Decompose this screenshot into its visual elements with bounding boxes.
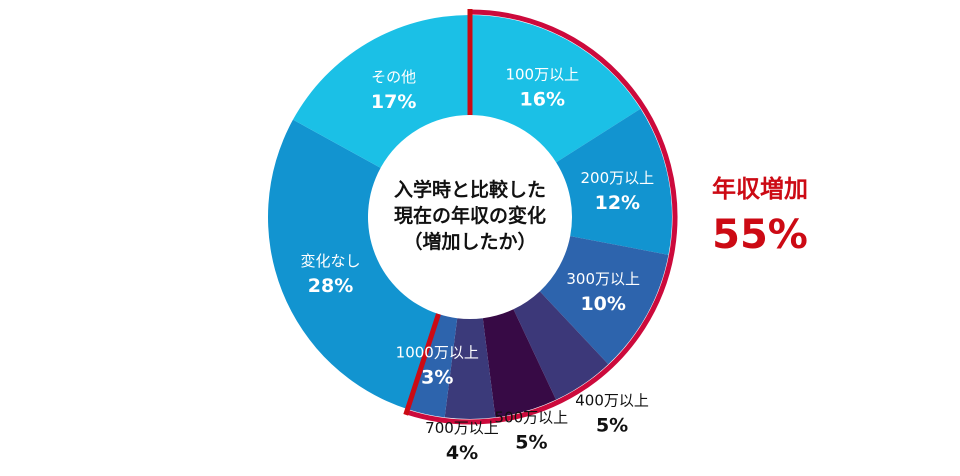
slice-2: [539, 236, 669, 365]
slice-value: 28%: [308, 275, 353, 297]
slice-value: 16%: [520, 89, 565, 111]
slice-label: 100万以上: [505, 66, 579, 84]
slice-label: 200万以上: [581, 169, 655, 187]
slice-value: 17%: [371, 91, 416, 113]
slice-value: 4%: [446, 442, 478, 464]
slice-label: 500万以上: [495, 408, 569, 426]
center-title-line-3: （増加したか）: [403, 230, 536, 253]
slice-3: [513, 291, 609, 400]
slice-label: 300万以上: [566, 270, 640, 288]
highlight-value: 55%: [712, 212, 808, 258]
center-title-line-2: 現在の年収の変化: [394, 204, 546, 227]
slice-value: 10%: [580, 293, 625, 315]
highlight-arc: [405, 9, 678, 425]
slice-label: 1000万以上: [396, 343, 479, 361]
slice-value: 3%: [421, 366, 453, 388]
slice-value: 5%: [515, 431, 547, 453]
slice-8: [292, 14, 470, 168]
slice-0: [470, 15, 641, 163]
slice-label: 700万以上: [425, 419, 499, 437]
slice-4: [482, 309, 557, 418]
highlight-label: 年収増加: [712, 175, 808, 203]
slice-1: [556, 108, 672, 255]
slice-value: 12%: [595, 192, 640, 214]
slice-value: 5%: [596, 414, 628, 436]
slice-5: [444, 318, 496, 419]
slice-label: その他: [371, 68, 416, 86]
slice-label: 400万以上: [575, 391, 649, 409]
center-title-line-1: 入学時と比較した: [394, 178, 546, 201]
slice-7: [268, 119, 439, 410]
slice-6: [407, 314, 458, 418]
highlight-boundary-end: [403, 313, 441, 416]
slice-label: 変化なし: [301, 252, 361, 270]
